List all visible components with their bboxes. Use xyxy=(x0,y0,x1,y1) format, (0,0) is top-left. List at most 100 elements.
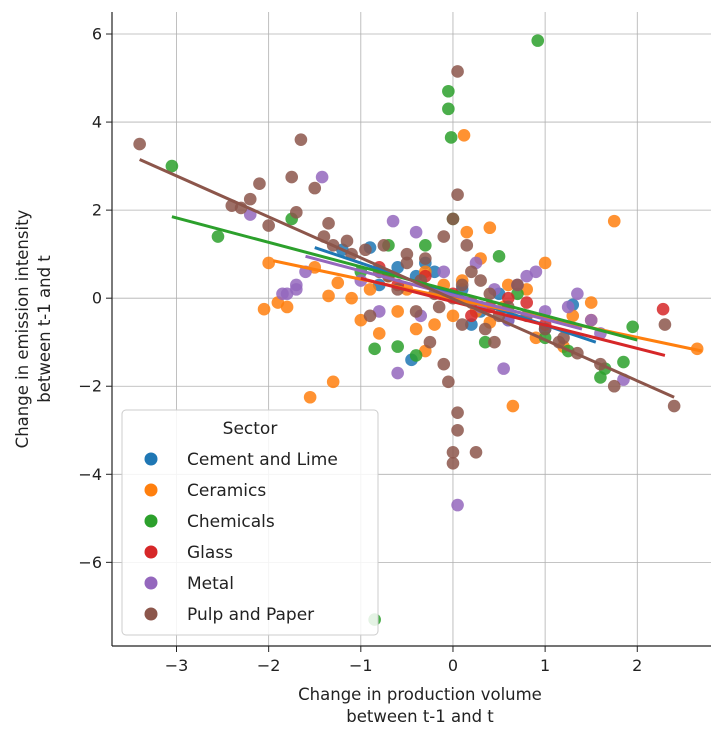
point-pulp-and-paper xyxy=(667,399,681,413)
point-ceramics xyxy=(257,302,271,316)
legend-label-glass: Glass xyxy=(187,543,233,563)
legend-marker-glass xyxy=(144,545,158,559)
point-metal xyxy=(451,498,464,512)
point-metal xyxy=(290,283,303,296)
legend-label-pulp-and-paper: Pulp and Paper xyxy=(187,605,314,625)
point-pulp-and-paper xyxy=(451,188,464,202)
x-tick-label: −3 xyxy=(165,656,189,675)
point-chemicals xyxy=(626,320,639,334)
point-pulp-and-paper xyxy=(308,181,322,195)
regression-line-metal xyxy=(305,254,583,331)
point-ceramics xyxy=(607,214,621,228)
point-pulp-and-paper xyxy=(419,252,432,265)
ticks: −3 −2 −1 0 1 2 −6 −4 −2 0 2 4 6 xyxy=(78,25,642,675)
legend: Sector Cement and Lime Ceramics Chemicals G… xyxy=(121,409,379,636)
point-pulp-and-paper xyxy=(432,300,446,314)
y-tick-label: 4 xyxy=(92,113,102,132)
point-pulp-and-paper xyxy=(446,212,460,226)
point-pulp-and-paper xyxy=(322,217,335,230)
point-ceramics xyxy=(322,289,335,303)
point-chemicals xyxy=(391,340,404,353)
legend-marker-metal xyxy=(144,576,158,590)
point-pulp-and-paper xyxy=(455,278,469,292)
x-axis-title-line1: Change in production volume xyxy=(298,685,542,704)
legend-label-chemicals: Chemicals xyxy=(187,512,275,532)
point-pulp-and-paper xyxy=(359,243,372,257)
y-tick-label: 0 xyxy=(92,289,102,308)
point-pulp-and-paper xyxy=(437,230,451,243)
point-chemicals xyxy=(478,335,492,349)
regression-lines xyxy=(139,158,703,399)
point-ceramics xyxy=(372,327,386,340)
regression-line-ceramics xyxy=(272,259,703,353)
point-pulp-and-paper xyxy=(658,318,672,331)
point-chemicals xyxy=(419,239,432,252)
point-pulp-and-paper xyxy=(285,170,299,184)
point-ceramics xyxy=(409,322,423,336)
point-pulp-and-paper xyxy=(474,274,487,287)
point-ceramics xyxy=(326,375,340,389)
point-ceramics xyxy=(363,283,377,296)
point-pulp-and-paper xyxy=(469,445,483,459)
point-ceramics xyxy=(538,256,552,270)
axes xyxy=(111,12,711,647)
point-metal xyxy=(391,366,404,380)
point-ceramics xyxy=(391,305,404,318)
point-ceramics xyxy=(428,318,441,331)
point-pulp-and-paper xyxy=(290,206,303,219)
point-pulp-and-paper xyxy=(363,309,377,323)
point-cement-and-lime xyxy=(465,318,478,331)
y-axis-title-line2: between t-1 and t xyxy=(35,255,54,403)
point-pulp-and-paper xyxy=(423,335,437,349)
point-chemicals xyxy=(492,250,506,263)
point-ceramics xyxy=(501,278,515,292)
point-chemicals xyxy=(617,355,630,369)
point-pulp-and-paper xyxy=(488,335,501,349)
point-pulp-and-paper xyxy=(437,357,451,371)
point-glass xyxy=(656,302,670,316)
point-pulp-and-paper xyxy=(253,177,266,191)
point-ceramics xyxy=(460,225,474,239)
point-glass xyxy=(501,291,515,305)
point-pulp-and-paper xyxy=(377,239,391,252)
x-axis-title-line2: between t-1 and t xyxy=(346,707,494,726)
point-pulp-and-paper xyxy=(511,278,524,292)
point-ceramics xyxy=(345,291,358,305)
regression-line-glass xyxy=(360,276,666,357)
point-chemicals xyxy=(442,84,455,98)
point-metal xyxy=(437,265,451,279)
legend-marker-pulp-and-paper xyxy=(144,607,158,621)
point-metal xyxy=(529,265,543,279)
point-glass xyxy=(465,309,478,323)
point-pulp-and-paper xyxy=(400,247,414,261)
point-metal xyxy=(561,300,575,314)
y-tick-label: 6 xyxy=(92,25,102,44)
point-chemicals xyxy=(442,102,455,116)
point-chemicals xyxy=(368,342,381,356)
point-ceramics xyxy=(506,399,520,413)
point-ceramics xyxy=(584,296,598,309)
point-chemicals xyxy=(165,159,179,173)
y-tick-label: −6 xyxy=(78,553,102,572)
point-pulp-and-paper xyxy=(451,423,464,437)
point-pulp-and-paper xyxy=(400,256,414,270)
point-metal xyxy=(409,225,423,239)
point-pulp-and-paper xyxy=(446,445,460,459)
legend-label-metal: Metal xyxy=(187,574,234,594)
point-pulp-and-paper xyxy=(294,133,308,146)
point-metal xyxy=(584,313,598,327)
point-ceramics xyxy=(483,221,497,235)
point-metal xyxy=(315,170,329,184)
point-ceramics xyxy=(303,390,317,404)
point-pulp-and-paper xyxy=(409,305,423,318)
point-pulp-and-paper xyxy=(446,456,460,470)
point-pulp-and-paper xyxy=(133,137,146,151)
legend-title: Sector xyxy=(223,419,278,439)
point-ceramics xyxy=(262,256,275,270)
point-metal xyxy=(497,362,510,375)
point-ceramics xyxy=(457,128,471,142)
point-pulp-and-paper xyxy=(460,239,474,252)
point-pulp-and-paper xyxy=(340,234,354,248)
legend-label-cement-and-lime: Cement and Lime xyxy=(187,450,338,470)
x-tick-label: 1 xyxy=(540,656,550,675)
